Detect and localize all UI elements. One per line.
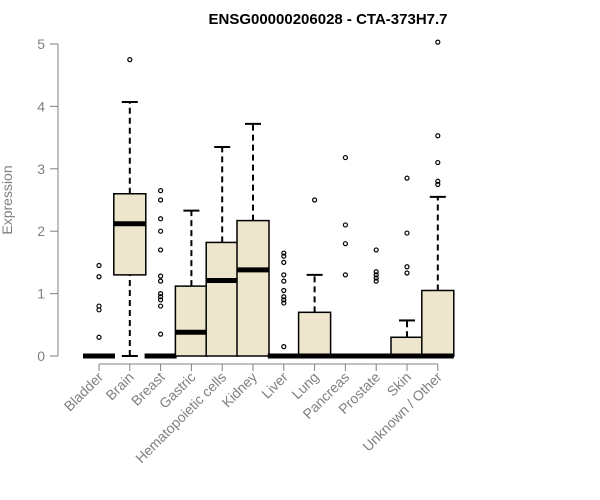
plot-area [83,39,455,359]
outlier-point [281,297,287,303]
outlier-point [373,272,379,278]
outlier-point [281,272,287,278]
outlier-point [373,269,379,275]
y-tick-label: 5 [37,36,45,52]
outlier-point [404,270,410,276]
x-tick-label: Bladder [61,369,107,415]
outlier-point [404,175,410,181]
outlier-point [281,287,287,294]
outlier-point [281,344,287,350]
outlier-point [404,264,410,270]
outlier-point [342,241,348,247]
outlier-point [281,300,287,306]
outlier-point [373,275,379,281]
outlier-point [158,331,164,337]
outlier-point [404,230,410,236]
box-6 [267,250,300,359]
box-8 [329,154,362,359]
box-iqr [174,285,209,357]
outlier-point [435,181,441,187]
y-tick-label: 1 [37,286,45,302]
outlier-point [158,294,164,300]
box-1 [113,56,147,357]
outlier-point [158,273,164,279]
x-tick-label: Liver [258,369,291,402]
y-tick-label: 3 [37,161,45,177]
outlier-point [435,178,441,184]
outlier-point [158,247,164,253]
box-iqr [236,219,270,357]
box-11 [421,39,455,359]
outlier-point [158,297,164,303]
box-7 [297,197,332,359]
outlier-point [96,262,102,269]
outlier-point [281,250,287,256]
outlier-point [158,216,164,222]
box-iqr [113,193,147,276]
outlier-point [158,291,164,297]
outlier-point [281,259,287,265]
y-axis-label: Expression [0,165,15,234]
chart-title: ENSG00000206028 - CTA-373H7.7 [208,11,447,28]
outlier-point [373,247,379,253]
outlier-point [342,222,348,228]
box-9 [360,247,393,359]
box-iqr [297,311,332,357]
y-tick-label: 0 [37,348,45,364]
outlier-point [158,188,164,194]
box-2 [144,188,177,359]
box-4 [205,145,239,357]
outlier-point [96,274,102,280]
outlier-point [342,272,348,278]
outlier-point [127,56,133,63]
outlier-point [342,154,348,161]
outlier-point [373,278,379,284]
outlier-point [312,197,318,203]
outlier-point [281,294,287,300]
outlier-point [158,278,164,284]
box-10 [390,175,424,359]
outlier-point [435,39,441,45]
box-iqr [421,289,455,357]
outlier-point [96,307,102,313]
box-5 [236,122,270,357]
box-3 [174,209,209,357]
y-axis: 0 1 2 3 4 5 [37,36,59,364]
box-iqr [390,336,424,357]
outlier-point [281,278,287,284]
box-0 [83,262,115,359]
x-tick-label: Kidney [219,369,261,411]
outlier-point [158,197,164,203]
outlier-point [158,303,164,309]
outlier-point [96,334,102,340]
box-iqr [205,241,239,357]
outlier-point [435,159,441,166]
y-tick-label: 2 [37,223,45,239]
outlier-point [435,133,441,139]
outlier-point [158,228,164,234]
y-tick-label: 4 [37,98,45,114]
outlier-point [281,253,287,259]
